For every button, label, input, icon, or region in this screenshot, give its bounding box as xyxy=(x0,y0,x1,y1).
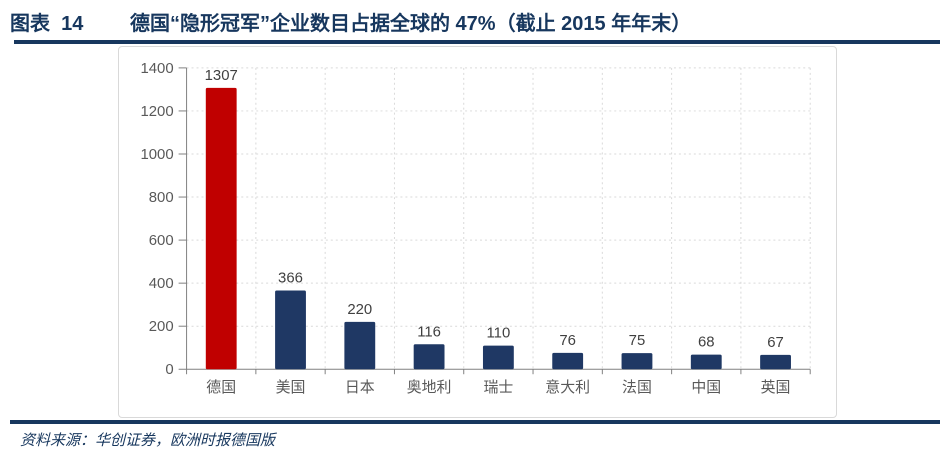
source-note: 资料来源：华创证券，欧洲时报德国版 xyxy=(20,432,276,449)
x-category-label: 德国 xyxy=(206,378,236,396)
bar-value-label: 366 xyxy=(278,271,303,287)
bar-value-label: 68 xyxy=(698,335,715,351)
bar-value-label: 110 xyxy=(487,326,511,342)
x-category-label: 瑞士 xyxy=(483,379,513,396)
bar-value-label: 116 xyxy=(417,324,441,340)
chart-panel: 0 200 400 600 800 1000 1200 1400 1307 德国 366 美国 220 日… xyxy=(118,46,837,418)
bar-value-label: 76 xyxy=(559,333,576,349)
y-tick-label: 1400 xyxy=(140,61,173,77)
y-tick-label: 200 xyxy=(149,319,174,335)
bar-英国 xyxy=(760,354,791,370)
figure-label: 图表 14 xyxy=(10,13,84,35)
bar-日本 xyxy=(344,321,376,370)
y-tick-label: 0 xyxy=(165,362,173,378)
bar-奥地利 xyxy=(413,344,445,370)
x-category-label: 中国 xyxy=(691,379,721,396)
x-category-label: 美国 xyxy=(276,379,306,396)
x-category-label: 英国 xyxy=(761,378,791,396)
bar-value-label: 1307 xyxy=(205,68,238,84)
y-tick-label: 1000 xyxy=(140,147,173,163)
bar-瑞士 xyxy=(482,345,514,370)
bar-意大利 xyxy=(552,352,584,370)
bar-value-label: 75 xyxy=(629,333,646,349)
footer-rule xyxy=(10,420,940,424)
x-category-label: 奥地利 xyxy=(407,379,452,396)
chart-title: 德国“隐形冠军”企业数目占据全球的 47%（截止 2015 年年末） xyxy=(130,13,692,35)
y-tick-label: 1200 xyxy=(140,104,173,120)
bar-chart-svg: 0 200 400 600 800 1000 1200 1400 1307 德国 366 美国 220 日… xyxy=(140,61,811,396)
x-category-label: 日本 xyxy=(345,379,375,396)
y-tick-label: 400 xyxy=(149,276,174,292)
x-category-label: 意大利 xyxy=(545,378,590,396)
bar-value-label: 67 xyxy=(767,335,784,351)
bar-value-label: 220 xyxy=(347,302,372,318)
bar-美国 xyxy=(275,290,306,370)
y-tick-label: 800 xyxy=(149,190,174,206)
bar-法国 xyxy=(621,353,653,370)
bar-德国 xyxy=(205,87,237,370)
bar-中国 xyxy=(690,354,722,370)
title-underline-rule xyxy=(14,40,940,44)
y-tick-label: 600 xyxy=(149,233,174,249)
x-category-label: 法国 xyxy=(622,379,652,396)
